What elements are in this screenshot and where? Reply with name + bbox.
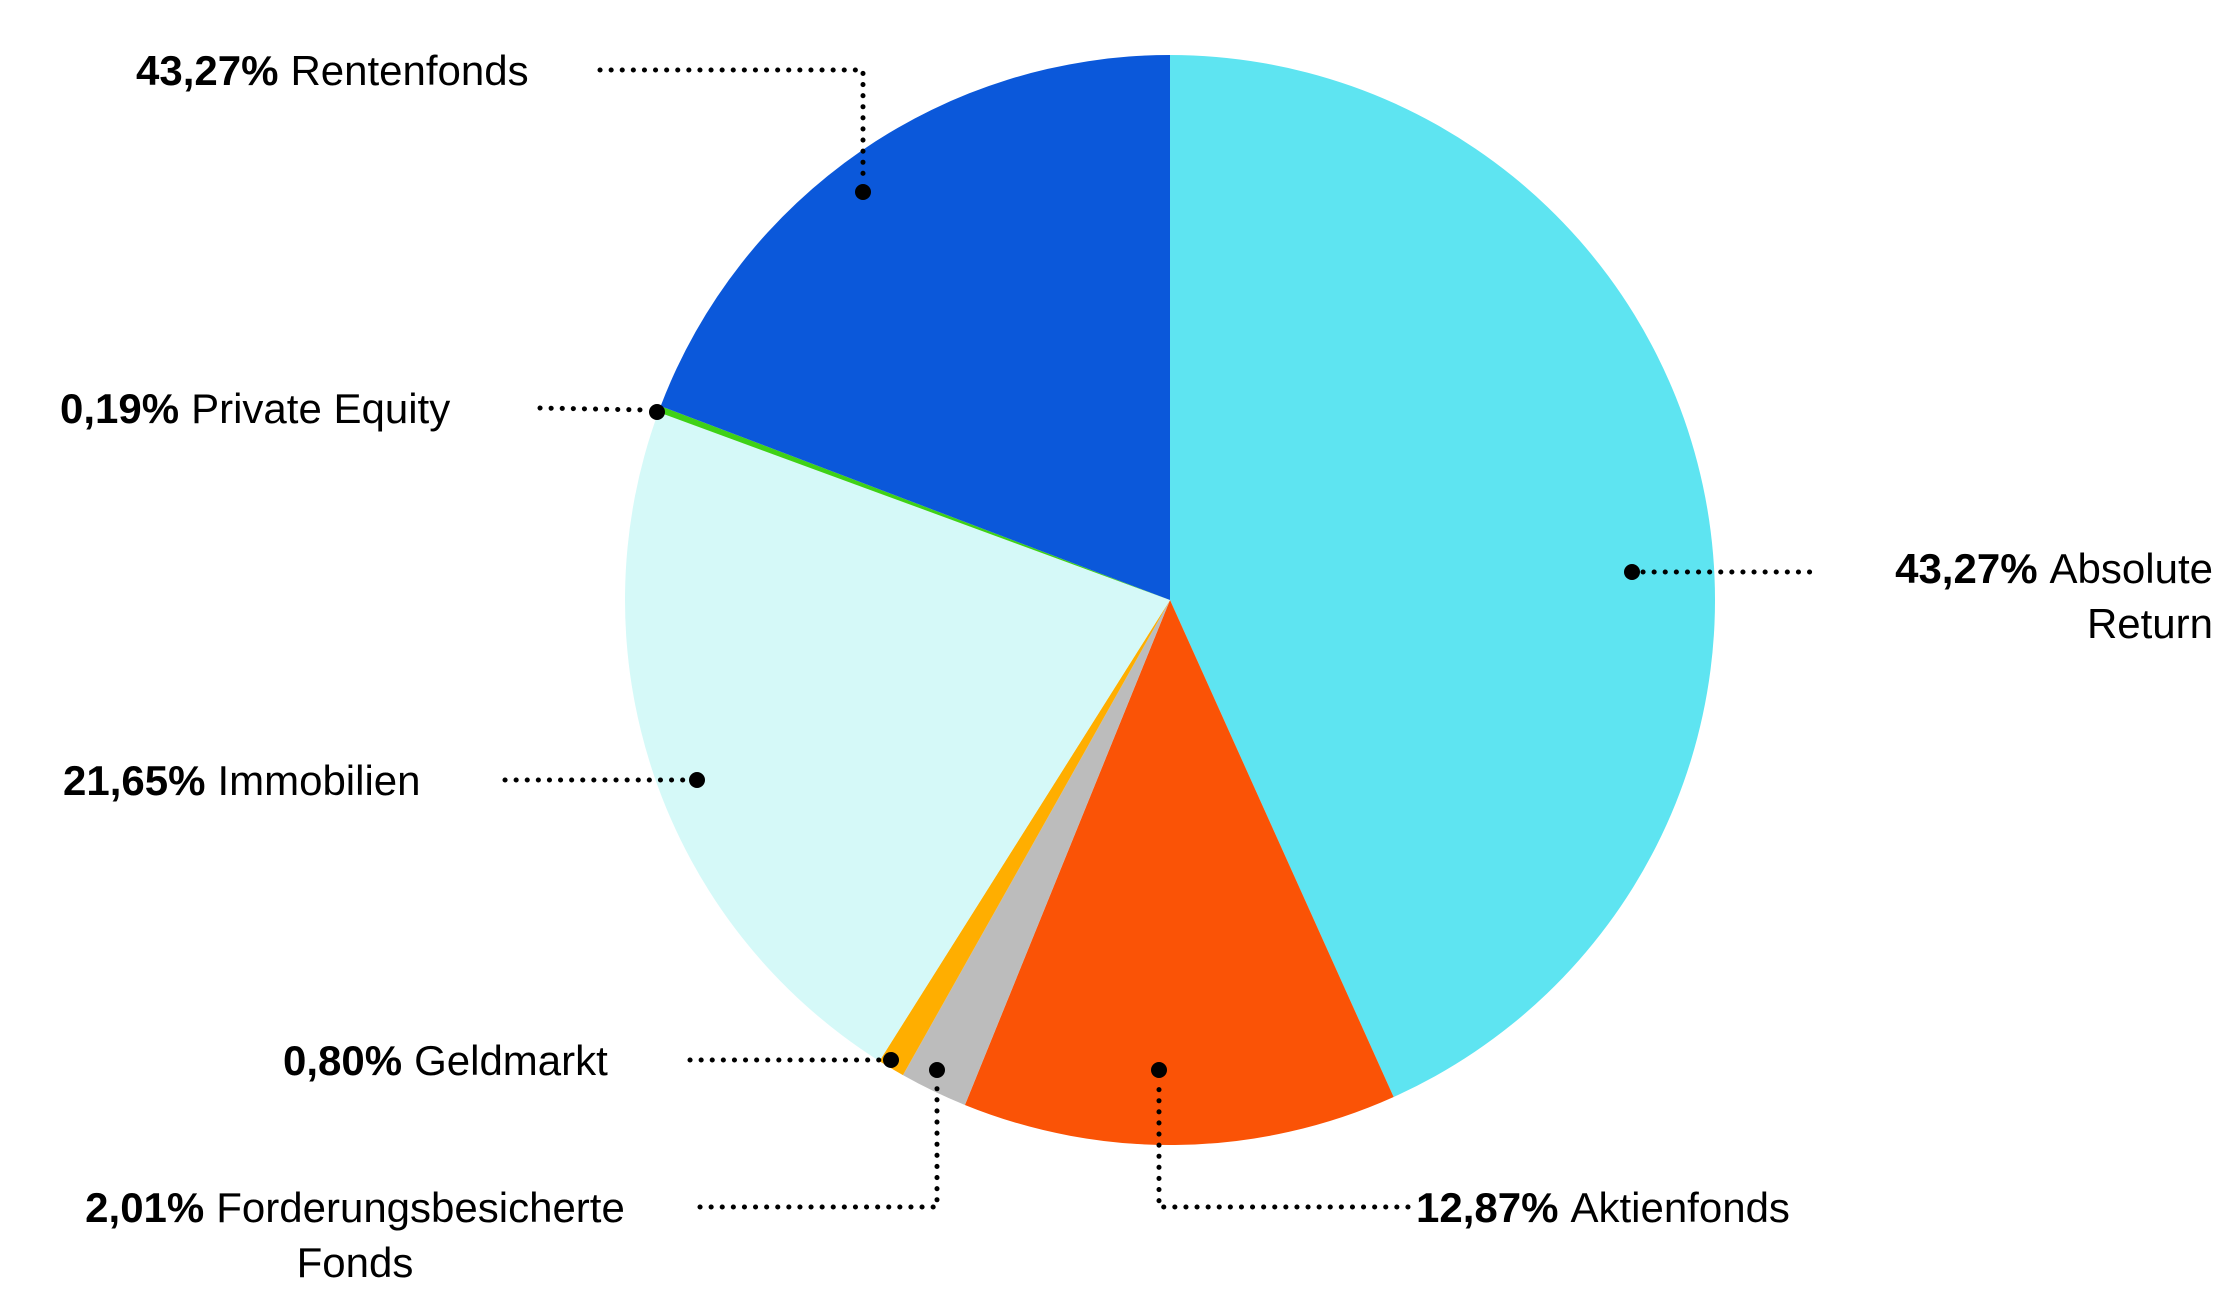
dot-absolute-return xyxy=(1624,564,1640,580)
label-rentenfonds-pct: 43,27% xyxy=(136,47,279,94)
dot-private-equity xyxy=(649,404,665,420)
label-immobilien-name: Immobilien xyxy=(217,757,421,804)
dot-immobilien xyxy=(689,772,705,788)
label-absolute-return-name: Absolute Return xyxy=(2049,545,2213,647)
label-aktienfonds: 12,87% Aktienfonds xyxy=(1416,1180,1790,1235)
label-private-equity-name: Private Equity xyxy=(191,385,451,432)
label-immobilien: 21,65% Immobilien xyxy=(63,753,421,808)
pie-slice-absolute-return xyxy=(1170,55,1716,1097)
label-forderungsbesicherte-fonds-pct: 2,01% xyxy=(85,1184,205,1231)
dot-aktienfonds xyxy=(1151,1062,1167,1078)
pie-slice-forderungsbesicherte-fonds xyxy=(902,600,1170,1105)
label-aktienfonds-pct: 12,87% xyxy=(1416,1184,1559,1231)
label-geldmarkt: 0,80% Geldmarkt xyxy=(283,1033,608,1088)
label-geldmarkt-pct: 0,80% xyxy=(283,1037,403,1084)
label-rentenfonds: 43,27% Rentenfonds xyxy=(136,43,529,98)
dot-rentenfonds xyxy=(855,184,871,200)
label-absolute-return-pct: 43,27% xyxy=(1895,545,2038,592)
label-aktienfonds-name: Aktienfonds xyxy=(1570,1184,1790,1231)
pie-slice-aktienfonds xyxy=(964,600,1394,1146)
pie-slice-rentenfonds xyxy=(660,55,1170,600)
leader-lines xyxy=(502,67,1815,1210)
dot-geldmarkt xyxy=(883,1052,899,1068)
label-absolute-return: 43,27% Absolute Return xyxy=(1828,541,2213,651)
label-rentenfonds-name: Rentenfonds xyxy=(290,47,529,94)
leader-rentenfonds xyxy=(597,67,866,185)
label-private-equity-pct: 0,19% xyxy=(60,385,180,432)
pie-slice-geldmarkt xyxy=(879,600,1170,1076)
pie-slice-immobilien xyxy=(625,412,1170,1062)
label-geldmarkt-name: Geldmarkt xyxy=(414,1037,608,1084)
label-forderungsbesicherte-fonds-name: Forderungsbesicherte Fonds xyxy=(216,1184,625,1286)
label-forderungsbesicherte-fonds: 2,01% Forderungsbesicherte Fonds xyxy=(25,1180,685,1290)
dot-forderungsbesicherte-fonds xyxy=(929,1062,945,1078)
leader-dots xyxy=(649,184,1640,1078)
pie-slices xyxy=(625,55,1716,1146)
label-private-equity: 0,19% Private Equity xyxy=(60,381,450,436)
label-immobilien-pct: 21,65% xyxy=(63,757,206,804)
leader-forderungsbesicherte-fonds xyxy=(697,1079,940,1210)
leader-aktienfonds xyxy=(1156,1079,1411,1210)
pie-slice-private-equity xyxy=(658,406,1170,600)
leader-private-equity xyxy=(537,405,651,413)
